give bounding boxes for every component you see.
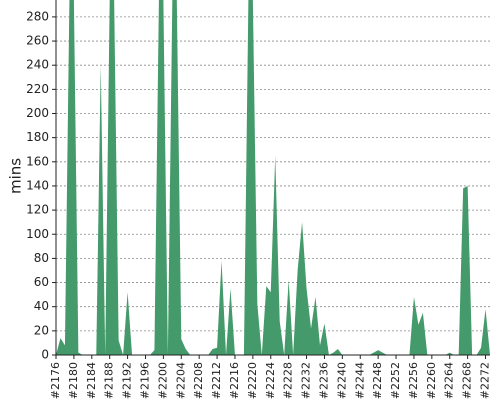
- x-tick-label-2252: #2252: [389, 362, 402, 399]
- y-tick-label-80: 80: [34, 251, 49, 265]
- y-tick-label-120: 120: [26, 203, 49, 217]
- x-tick-label-2212: #2212: [210, 362, 223, 399]
- x-tick-label-2232: #2232: [300, 362, 313, 399]
- x-tick-label-2248: #2248: [371, 362, 384, 399]
- y-tick-label-180: 180: [26, 130, 49, 144]
- x-tick-label-2208: #2208: [192, 362, 205, 399]
- x-tick-label-2256: #2256: [407, 362, 420, 399]
- x-tick-label-2180: #2180: [67, 362, 80, 399]
- y-axis-ticks: 0 20 40 60 80 100 120 140 160 180 200 220 240 260 280: [26, 9, 56, 362]
- x-tick-label-2188: #2188: [103, 362, 116, 399]
- y-tick-label-280: 280: [26, 9, 49, 23]
- x-tick-label-2260: #2260: [425, 362, 438, 399]
- y-tick-label-260: 260: [26, 34, 49, 48]
- y-tick-label-20: 20: [34, 323, 49, 337]
- y-tick-label-0: 0: [41, 348, 49, 362]
- x-tick-label-2240: #2240: [335, 362, 348, 399]
- x-tick-label-2236: #2236: [317, 362, 330, 399]
- y-tick-label-40: 40: [34, 299, 49, 313]
- x-tick-label-2200: #2200: [156, 362, 169, 399]
- x-tick-label-2204: #2204: [174, 362, 187, 399]
- y-tick-label-220: 220: [26, 82, 49, 96]
- x-tick-label-2216: #2216: [228, 362, 241, 399]
- x-tick-label-2192: #2192: [121, 362, 134, 399]
- y-tick-label-240: 240: [26, 58, 49, 72]
- y-tick-label-60: 60: [34, 275, 49, 289]
- y-tick-label-200: 200: [26, 106, 49, 120]
- x-tick-label-2268: #2268: [461, 362, 474, 399]
- area-series: [56, 0, 490, 355]
- x-tick-label-2220: #2220: [246, 362, 259, 399]
- x-tick-label-2244: #2244: [353, 362, 366, 399]
- x-tick-label-2176: #2176: [49, 362, 62, 399]
- x-tick-label-2272: #2272: [479, 362, 492, 399]
- axes: [55, 0, 490, 356]
- x-tick-label-2196: #2196: [138, 362, 151, 399]
- x-tick-label-2264: #2264: [443, 362, 456, 399]
- x-tick-label-2184: #2184: [85, 362, 98, 399]
- x-tick-label-2228: #2228: [282, 362, 295, 399]
- x-tick-label-2224: #2224: [264, 362, 277, 399]
- series-area: [56, 0, 490, 355]
- x-axis-ticks: #2176 #2180 #2184 #2188 #2192 #2196 #2200 #2204…: [49, 355, 492, 399]
- y-tick-label-100: 100: [26, 227, 49, 241]
- y-axis-label: mins: [7, 158, 25, 194]
- y-tick-label-160: 160: [26, 154, 49, 168]
- y-tick-label-140: 140: [26, 178, 49, 192]
